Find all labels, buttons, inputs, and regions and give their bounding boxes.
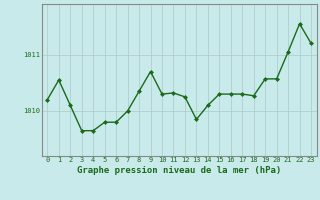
X-axis label: Graphe pression niveau de la mer (hPa): Graphe pression niveau de la mer (hPa) (77, 166, 281, 175)
